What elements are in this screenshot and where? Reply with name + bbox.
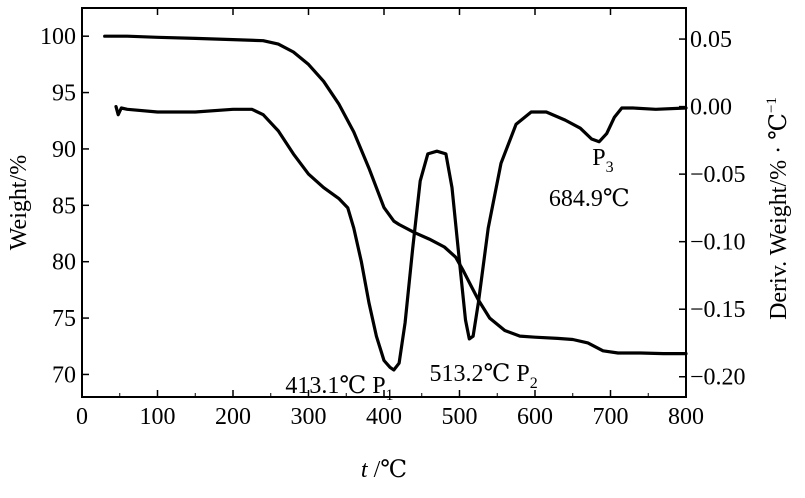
annotation-p3-subscript: 3 xyxy=(606,159,614,176)
left-y-tick-label: 80 xyxy=(52,250,76,276)
annotation-p2-subscript: 2 xyxy=(530,375,538,392)
x-tick-label: 100 xyxy=(140,404,176,430)
left-y-tick-label: 70 xyxy=(52,362,76,388)
x-axis-title: t /℃ xyxy=(361,457,407,483)
right-y-tick-label: −0.10 xyxy=(690,230,746,256)
right-y-tick-label: 0.05 xyxy=(690,27,732,53)
dtg-curve xyxy=(114,105,688,372)
right-y-tick-label: −0.05 xyxy=(690,162,746,188)
left-y-tick-label: 100 xyxy=(40,24,76,50)
left-y-axis-title: Weight/% xyxy=(6,155,32,250)
right-y-tick-label: 0.00 xyxy=(690,95,732,121)
x-tick-label: 500 xyxy=(442,404,478,430)
x-tick-label: 400 xyxy=(366,404,402,430)
annotation-p2-peak: 513.2℃ P2 xyxy=(430,361,538,392)
tg-curve xyxy=(103,34,688,356)
left-y-tick-label: 90 xyxy=(52,137,76,163)
annotation-p3-text: P xyxy=(592,145,605,171)
right-y-axis-ticks: −0.20 −0.15 −0.10 −0.05 0.00 0.05 xyxy=(679,27,746,391)
annotation-p3-temperature: 684.9℃ xyxy=(549,186,630,212)
right-y-axis-title: Deriv. Weight/% · ℃−1 xyxy=(764,97,792,320)
left-y-tick-label: 85 xyxy=(52,193,76,219)
right-y-axis-title-superscript: −1 xyxy=(764,97,780,113)
left-y-tick-label: 95 xyxy=(52,81,76,107)
annotation-p3-label: P3 xyxy=(592,145,613,176)
annotation-p2-text: 513.2℃ P xyxy=(430,361,530,387)
annotation-p1-peak: 413.1℃ P1 xyxy=(285,373,393,404)
x-tick-label: 700 xyxy=(593,404,629,430)
x-axis-ticks: 0 100 200 300 400 500 600 700 800 xyxy=(76,8,704,430)
x-tick-label: 0 xyxy=(76,404,88,430)
right-y-tick-label: −0.20 xyxy=(690,365,746,391)
left-y-axis-ticks: 70 75 80 85 90 95 100 xyxy=(40,24,89,388)
x-tick-label: 200 xyxy=(215,404,251,430)
x-tick-label: 300 xyxy=(291,404,327,430)
x-axis-title-unit: /℃ xyxy=(368,457,408,483)
annotation-p1-subscript: 1 xyxy=(386,387,394,404)
x-axis-title-variable: t xyxy=(361,457,369,483)
left-y-tick-label: 75 xyxy=(52,306,76,332)
x-tick-label: 600 xyxy=(517,404,553,430)
right-y-axis-title-main: Deriv. Weight/% · ℃ xyxy=(766,113,792,320)
annotation-p1-text: 413.1℃ P xyxy=(285,373,385,399)
right-y-tick-label: −0.15 xyxy=(690,297,746,323)
x-tick-label: 800 xyxy=(668,404,704,430)
series-group xyxy=(103,34,688,372)
